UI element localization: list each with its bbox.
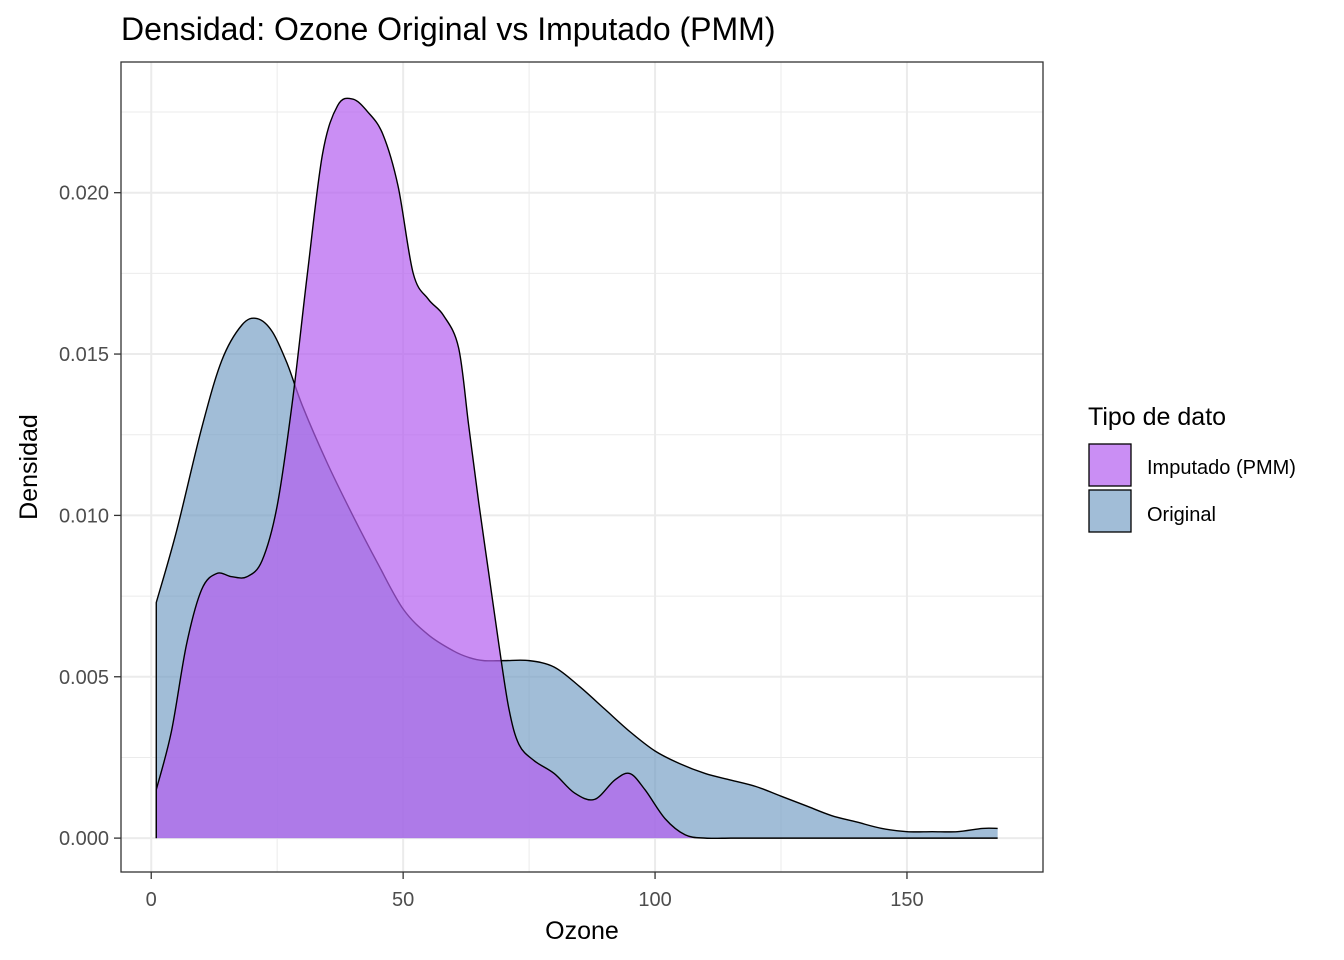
- legend-item-original: Original: [1088, 489, 1216, 533]
- y-tick-label: 0.015: [59, 344, 109, 366]
- legend-label-original: Original: [1147, 504, 1216, 526]
- density-areas: [155, 97, 998, 840]
- x-tick-label: 100: [638, 889, 671, 911]
- x-tick-label: 150: [890, 889, 923, 911]
- x-tick-label: 50: [392, 889, 414, 911]
- x-axis: 0 50 100 150: [146, 872, 924, 911]
- y-tick-label: 0.020: [59, 183, 109, 205]
- legend-item-imputado: Imputado (PMM): [1088, 443, 1296, 487]
- plot-panel-border: [120, 61, 1044, 873]
- legend: Tipo de dato Imputado (PMM) Original: [1088, 403, 1296, 533]
- density-line-imputado: [155, 97, 998, 840]
- area-imputado: [156, 98, 998, 839]
- y-tick-label: 0.010: [59, 505, 109, 527]
- x-tick-label: 0: [146, 889, 157, 911]
- y-axis-title: Densidad: [15, 414, 43, 520]
- y-tick-label: 0.005: [59, 667, 109, 689]
- y-tick-label: 0.000: [59, 828, 109, 850]
- chart-title: Densidad: Ozone Original vs Imputado (PM…: [121, 11, 775, 47]
- legend-key-original: [1088, 489, 1132, 533]
- legend-key-imputado: [1088, 443, 1132, 487]
- x-axis-title: Ozone: [545, 917, 619, 945]
- legend-title: Tipo de dato: [1088, 403, 1226, 431]
- legend-label-imputado: Imputado (PMM): [1147, 457, 1296, 479]
- y-axis: 0.000 0.005 0.010 0.015 0.020: [59, 183, 121, 850]
- density-line-original: [155, 317, 998, 839]
